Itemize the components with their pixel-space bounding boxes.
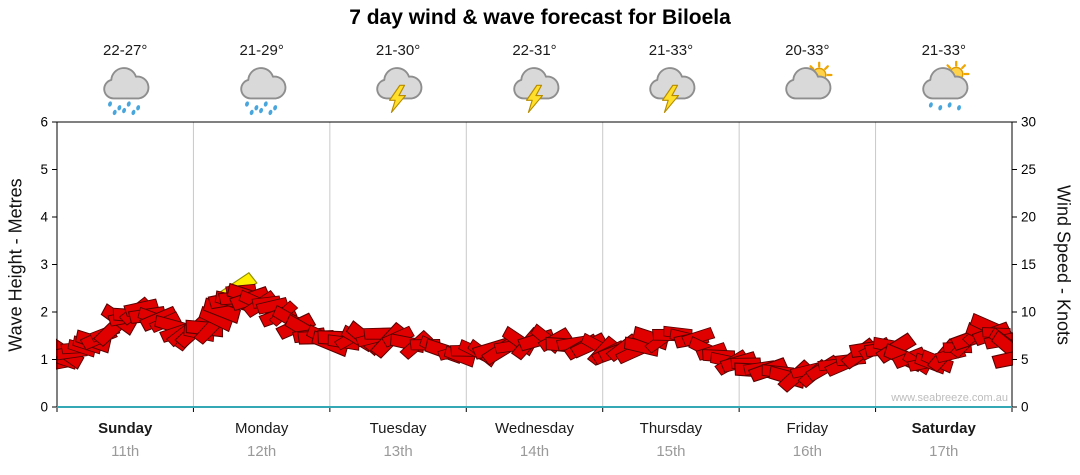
left-tick-label: 5	[40, 162, 48, 177]
partly-cloudy-icon	[777, 60, 837, 123]
storm-icon	[368, 60, 428, 123]
day-name-label: Monday	[234, 420, 289, 437]
left-tick-label: 1	[40, 352, 48, 367]
right-tick-label: 15	[1021, 257, 1036, 272]
plot-frame	[56, 121, 1013, 412]
storm-icon	[641, 60, 701, 123]
day-date-label: 15th	[656, 443, 686, 460]
right-axis-label: Wind Speed - Knots	[1053, 184, 1074, 346]
day-name-label: Sunday	[98, 420, 153, 437]
left-tick-label: 2	[40, 305, 48, 320]
right-tick-label: 10	[1021, 305, 1036, 320]
rain-icon	[232, 60, 292, 123]
left-tick-label: 4	[40, 210, 48, 225]
day-name-label: Thursday	[639, 420, 703, 437]
right-tick-label: 5	[1021, 352, 1029, 367]
axis-ticks: 0 1 2 3 4 5 6 0 5 10 15 20 25 30	[40, 115, 1036, 415]
temperature-range-label: 21-33°	[648, 42, 694, 59]
day-name-label: Saturday	[911, 420, 976, 437]
temperature-range-label: 21-29°	[239, 42, 284, 59]
wind-flag	[681, 326, 716, 347]
right-tick-label: 20	[1021, 210, 1036, 225]
day-name-label: Wednesday	[495, 420, 574, 437]
day-name-label: Friday	[786, 420, 829, 437]
day-name-label: Tuesday	[369, 420, 427, 437]
wind-flag	[990, 330, 1013, 365]
day-date-label: 12th	[247, 443, 277, 460]
temperature-range-label: 21-30°	[375, 42, 421, 59]
rain-icon	[95, 60, 155, 123]
temperature-range-label: 22-27°	[103, 42, 148, 59]
watermark: www.seabreeze.com.au	[891, 392, 1008, 404]
partly-cloudy-rain-icon	[914, 60, 974, 123]
left-tick-label: 3	[40, 257, 48, 272]
left-tick-label: 6	[40, 115, 48, 130]
day-date-label: 13th	[383, 443, 413, 460]
day-date-label: 16th	[792, 443, 822, 460]
right-tick-label: 25	[1021, 162, 1036, 177]
day-date-label: 14th	[519, 443, 550, 460]
left-axis-label: Wave Height - Metres	[5, 178, 26, 352]
page-title: 7 day wind & wave forecast for Biloela	[349, 6, 731, 29]
temperature-range-label: 21-33°	[921, 42, 966, 59]
day-date-label: 17th	[929, 443, 959, 460]
temperature-range-label: 22-31°	[512, 42, 557, 59]
right-tick-label: 0	[1021, 400, 1029, 415]
temperature-range-label: 20-33°	[785, 42, 830, 59]
wind-flag-band	[56, 272, 1013, 393]
day-date-label: 11th	[111, 443, 140, 460]
right-tick-label: 30	[1021, 115, 1036, 130]
storm-icon	[505, 60, 565, 123]
left-tick-label: 0	[40, 400, 48, 415]
